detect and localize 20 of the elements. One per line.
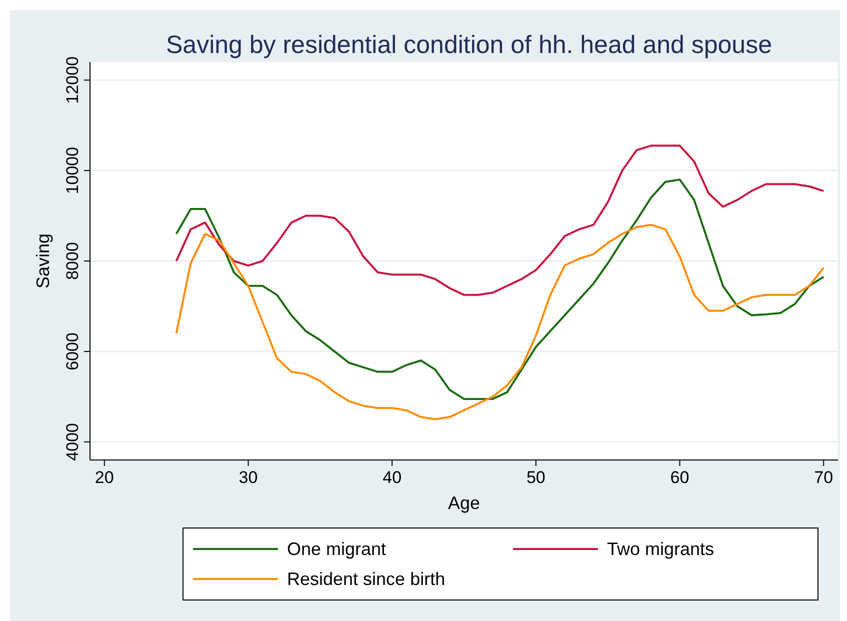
legend-label: Two migrants bbox=[607, 539, 714, 559]
legend-label: One migrant bbox=[287, 539, 386, 559]
x-tick-label: 20 bbox=[94, 468, 114, 487]
y-tick-label: 10000 bbox=[63, 146, 82, 194]
y-tick-label: 12000 bbox=[63, 56, 82, 104]
y-tick-label: 4000 bbox=[63, 422, 82, 461]
x-axis-title: Age bbox=[448, 493, 480, 513]
y-axis-title: Saving bbox=[33, 233, 53, 289]
x-tick-label: 70 bbox=[814, 468, 834, 487]
x-tick-label: 50 bbox=[526, 468, 546, 487]
x-tick-label: 60 bbox=[670, 468, 690, 487]
x-tick-label: 30 bbox=[238, 468, 258, 487]
y-tick-label: 6000 bbox=[63, 332, 82, 370]
line-series bbox=[175, 224, 825, 420]
legend-label: Resident since birth bbox=[287, 569, 446, 589]
line-series bbox=[175, 178, 825, 400]
y-tick-label: 8000 bbox=[63, 242, 82, 280]
chart-title: Saving by residential condition of hh. head and spouse bbox=[166, 31, 772, 59]
line-series bbox=[175, 144, 825, 296]
x-tick-label: 40 bbox=[382, 468, 402, 487]
